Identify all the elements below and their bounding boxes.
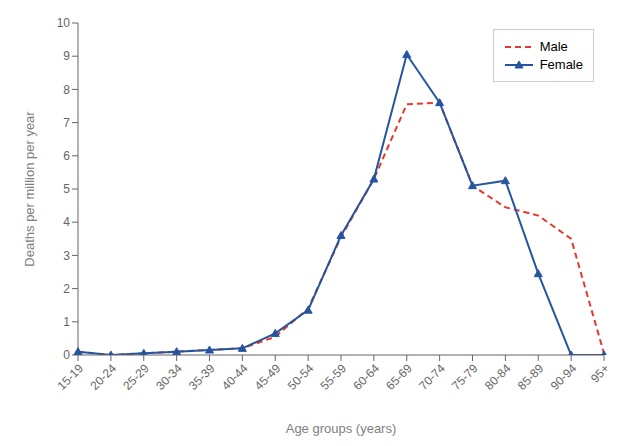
svg-text:9: 9 bbox=[63, 49, 70, 63]
svg-text:Age groups (years): Age groups (years) bbox=[286, 421, 397, 436]
svg-text:55-59: 55-59 bbox=[318, 361, 350, 393]
html-text:Male: Male bbox=[539, 39, 568, 54]
svg-text:70-74: 70-74 bbox=[416, 361, 448, 393]
svg-text:8: 8 bbox=[63, 83, 70, 97]
svg-text:20-24: 20-24 bbox=[87, 361, 119, 393]
svg-text:30-34: 30-34 bbox=[153, 361, 185, 393]
svg-text:25-29: 25-29 bbox=[120, 361, 152, 393]
svg-text:80-84: 80-84 bbox=[482, 361, 514, 393]
svg-text:4: 4 bbox=[63, 215, 70, 229]
svg-text:10: 10 bbox=[57, 16, 71, 30]
svg-text:15-19: 15-19 bbox=[55, 361, 87, 393]
svg-text:95+: 95+ bbox=[588, 361, 612, 385]
svg-text:35-39: 35-39 bbox=[186, 361, 218, 393]
svg-text:7: 7 bbox=[63, 116, 70, 130]
svg-text:3: 3 bbox=[63, 249, 70, 263]
svg-text:45-49: 45-49 bbox=[252, 361, 284, 393]
svg-text:75-79: 75-79 bbox=[449, 361, 481, 393]
svg-text:60-64: 60-64 bbox=[350, 361, 382, 393]
html-text:Female: Female bbox=[539, 57, 583, 72]
svg-text:2: 2 bbox=[63, 282, 70, 296]
svg-text:50-54: 50-54 bbox=[285, 361, 317, 393]
svg-text:65-69: 65-69 bbox=[383, 361, 415, 393]
svg-text:85-89: 85-89 bbox=[515, 361, 547, 393]
svg-text:40-44: 40-44 bbox=[219, 361, 251, 393]
svg-text:90-94: 90-94 bbox=[548, 361, 580, 393]
svg-text:0: 0 bbox=[63, 348, 70, 362]
svg-text:5: 5 bbox=[63, 182, 70, 196]
svg-text:Deaths per million per year: Deaths per million per year bbox=[22, 111, 37, 267]
svg-text:6: 6 bbox=[63, 149, 70, 163]
svg-text:1: 1 bbox=[63, 315, 70, 329]
